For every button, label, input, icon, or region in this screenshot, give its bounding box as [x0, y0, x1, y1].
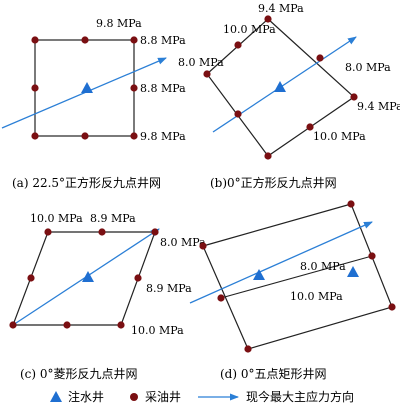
panel-d-caption: (d) 0°五点矩形井网	[220, 367, 327, 381]
panel-d-injection-well	[347, 266, 359, 277]
production-well	[306, 123, 314, 131]
production-well	[98, 228, 106, 236]
production-well	[134, 274, 142, 282]
panel-a-pressure-label: 8.8 MPa	[140, 34, 186, 47]
panel-c: 10.0 MPa 8.9 MPa 8.0 MPa 8.9 MPa 10.0 MP…	[9, 212, 206, 381]
panel-c-pressure-label: 8.0 MPa	[160, 236, 206, 249]
panel-d-stress-arrow	[189, 221, 373, 304]
panel-a-caption: (a) 22.5°正方形反九点井网	[12, 175, 161, 190]
panel-d: 8.0 MPa 10.0 MPa (d) 0°五点矩形井网	[189, 200, 396, 381]
panel-b-pressure-label: 8.0 MPa	[345, 61, 391, 74]
production-well	[264, 152, 272, 160]
dark-red-dot-icon	[130, 393, 138, 401]
panel-c-pressure-label: 10.0 MPa	[131, 324, 184, 337]
production-well	[347, 200, 355, 208]
production-well	[63, 321, 71, 329]
production-well	[151, 228, 159, 236]
panel-c-pressure-label: 8.9 MPa	[90, 212, 136, 225]
production-well	[31, 132, 39, 140]
production-well	[199, 242, 207, 250]
production-well	[264, 15, 272, 23]
production-well	[130, 84, 138, 92]
panel-b-caption: (b)0°正方形反九点井网	[210, 175, 337, 190]
panel-a-production-wells	[31, 36, 138, 140]
panel-b-injection-well	[274, 81, 286, 92]
panel-a: 9.8 MPa 8.8 MPa 8.8 MPa 9.8 MPa (a) 22.5…	[1, 17, 186, 190]
panel-a-pressure-label: 9.8 MPa	[96, 17, 142, 30]
production-well	[44, 228, 52, 236]
production-well	[234, 41, 242, 49]
panel-b: 9.4 MPa 10.0 MPa 8.0 MPa 8.0 MPa 9.4 MPa…	[178, 2, 400, 190]
production-well	[368, 252, 376, 260]
legend: 注水井 采油井 现今最大主应力方向	[50, 389, 354, 404]
panel-d-pressure-label: 10.0 MPa	[290, 290, 343, 303]
production-well	[130, 36, 138, 44]
panel-b-production-wells	[203, 15, 358, 160]
legend-production-label: 采油井	[145, 390, 181, 404]
panel-d-production-wells	[199, 200, 396, 353]
panel-a-injection-well	[81, 82, 93, 93]
panel-b-pressure-label: 8.0 MPa	[178, 56, 224, 69]
panel-d-injection-well	[253, 269, 265, 280]
blue-triangle-icon	[50, 391, 62, 402]
production-well	[81, 36, 89, 44]
production-well	[27, 274, 35, 282]
panel-b-pressure-label: 10.0 MPa	[313, 130, 366, 143]
production-well	[31, 84, 39, 92]
production-well	[244, 345, 252, 353]
legend-injection-label: 注水井	[68, 389, 104, 404]
panel-c-production-wells	[9, 228, 159, 329]
production-well	[31, 36, 39, 44]
production-well	[234, 110, 242, 118]
panel-d-mid-line	[220, 255, 373, 299]
panel-b-pressure-label: 10.0 MPa	[223, 23, 276, 36]
panel-c-caption: (c) 0°菱形反九点井网	[20, 367, 138, 381]
production-well	[388, 303, 396, 311]
panel-b-stress-arrow	[212, 36, 357, 133]
production-well	[316, 54, 324, 62]
production-well	[9, 321, 17, 329]
panel-c-pressure-label: 10.0 MPa	[30, 212, 83, 225]
production-well	[81, 132, 89, 140]
panel-b-pressure-label: 9.4 MPa	[357, 100, 400, 113]
production-well	[117, 321, 125, 329]
panel-b-pressure-label: 9.4 MPa	[258, 2, 304, 15]
production-well	[350, 93, 358, 101]
panel-a-pressure-label: 8.8 MPa	[140, 82, 186, 95]
legend-stress-label: 现今最大主应力方向	[246, 389, 354, 404]
panel-d-pressure-label: 8.0 MPa	[300, 260, 346, 273]
production-well	[130, 132, 138, 140]
panel-a-pressure-label: 9.8 MPa	[140, 130, 186, 143]
production-well	[217, 294, 225, 302]
panel-c-pressure-label: 8.9 MPa	[146, 282, 192, 295]
panel-c-injection-well	[82, 271, 94, 282]
production-well	[203, 70, 211, 78]
